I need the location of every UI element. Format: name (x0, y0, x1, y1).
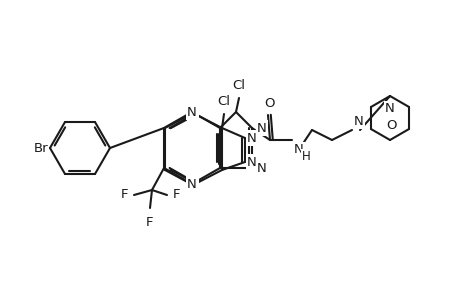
Text: N: N (257, 122, 266, 134)
Text: N: N (293, 143, 303, 156)
Text: N: N (246, 131, 256, 145)
Text: N: N (257, 161, 266, 175)
Text: N: N (187, 178, 196, 190)
Text: O: O (264, 97, 274, 110)
Text: N: N (384, 102, 394, 115)
Text: N: N (188, 178, 197, 191)
Text: N: N (187, 106, 196, 118)
Text: N: N (246, 155, 256, 169)
Text: N: N (353, 115, 363, 128)
Text: F: F (120, 188, 128, 202)
Text: Cl: Cl (217, 95, 230, 108)
Text: Cl: Cl (232, 79, 245, 92)
Text: H: H (302, 150, 310, 163)
Text: F: F (146, 216, 153, 229)
Text: O: O (386, 119, 397, 132)
Text: F: F (173, 188, 180, 202)
Text: N: N (188, 106, 197, 119)
Text: Br: Br (34, 142, 48, 154)
